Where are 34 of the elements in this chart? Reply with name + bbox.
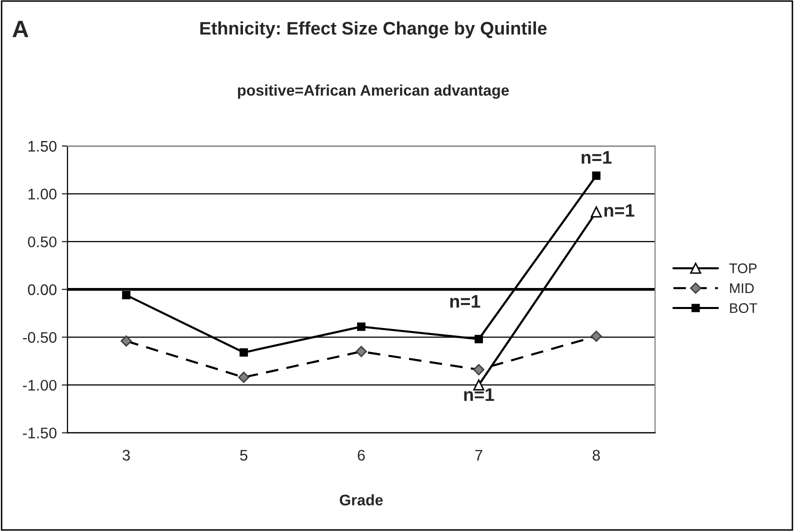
point (356, 346, 367, 358)
chart-subtitle: positive=African American advantage (238, 84, 509, 99)
annotation: n=1 (450, 295, 480, 308)
point (590, 330, 602, 342)
point (473, 364, 484, 376)
annotation: n=1 (582, 151, 612, 164)
y-tick-label: 1.50 (28, 140, 56, 152)
annotation: n=1 (464, 388, 494, 401)
point (357, 322, 366, 331)
point (122, 290, 130, 300)
legend-label: BOT (730, 303, 758, 314)
y-tick-label: 1.00 (28, 188, 56, 200)
x-axis-title: Grade (340, 494, 383, 506)
legend-label: TOP (729, 263, 757, 274)
y-tick-label: -0.50 (22, 332, 56, 343)
x-tick-label: 6 (358, 450, 365, 461)
x-tick-label: 3 (122, 450, 130, 461)
point (238, 372, 250, 383)
point (474, 334, 483, 344)
point (592, 171, 600, 180)
x-tick-label: 5 (240, 450, 248, 461)
y-tick-label: 0.50 (28, 236, 56, 248)
text: A (12, 20, 28, 38)
point (240, 348, 248, 357)
x-tick-label: 7 (475, 450, 482, 461)
point (590, 206, 602, 218)
legend-label: MID (730, 283, 754, 293)
y-tick-label: -1.50 (22, 428, 56, 438)
x-tick-label: 8 (592, 450, 600, 461)
point (120, 335, 132, 347)
chart-title: Ethnicity: Effect Size Change by Quintile (200, 21, 547, 38)
y-tick-label: -1.00 (22, 380, 56, 391)
annotation: n=1 (604, 204, 634, 217)
y-tick-label: 0.00 (28, 284, 56, 296)
